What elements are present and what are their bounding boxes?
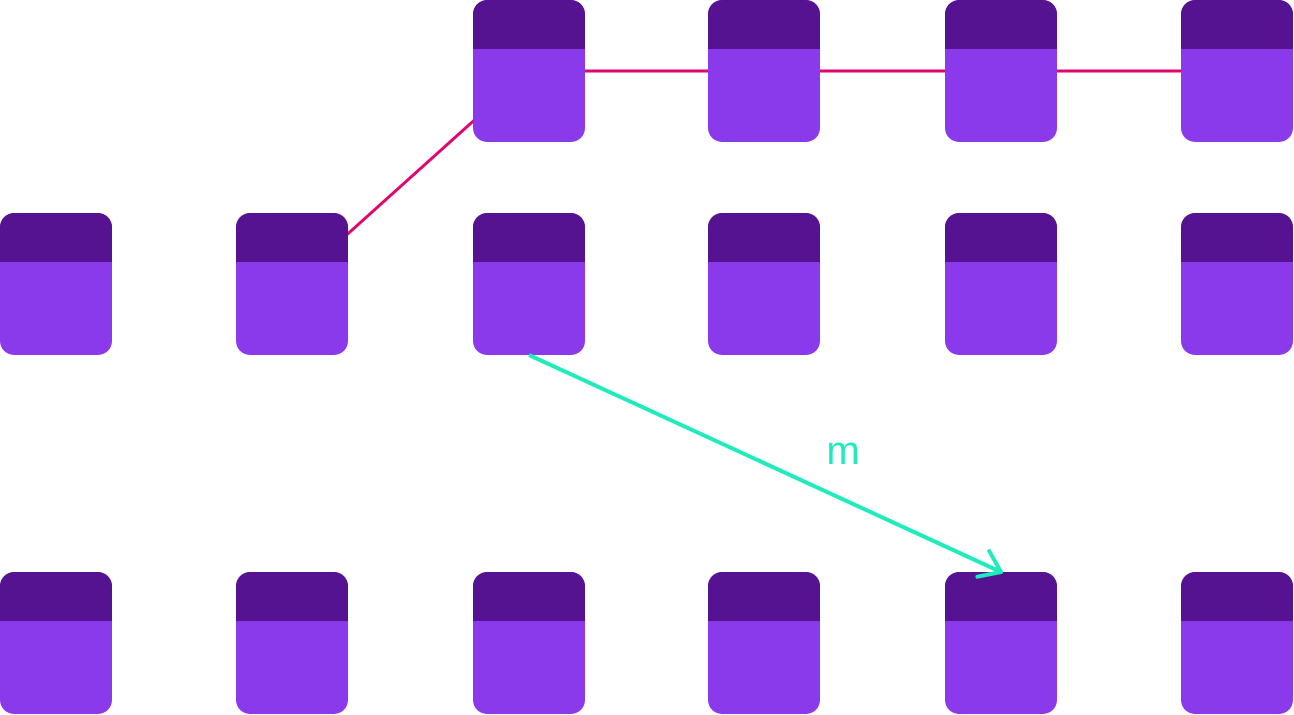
node-header (1181, 572, 1293, 621)
node-header (473, 213, 585, 262)
node-r1c5 (945, 0, 1057, 142)
node-header (236, 572, 348, 621)
node-header (708, 0, 820, 49)
node-header (708, 213, 820, 262)
node-r2c1 (0, 213, 112, 355)
arrow-head-icon (975, 549, 1003, 579)
node-r1c6 (1181, 0, 1293, 142)
node-header (1181, 213, 1293, 262)
node-r2c4 (708, 213, 820, 355)
node-r2c2 (236, 213, 348, 355)
node-r3c4 (708, 572, 820, 714)
node-r1c3 (473, 0, 585, 142)
node-header (708, 572, 820, 621)
arrow-line (528, 353, 1002, 574)
node-header (945, 572, 1057, 621)
node-header (0, 572, 112, 621)
node-header (945, 213, 1057, 262)
node-header (0, 213, 112, 262)
node-r3c3 (473, 572, 585, 714)
node-r3c5 (945, 572, 1057, 714)
node-r3c6 (1181, 572, 1293, 714)
arrow-group: m (528, 353, 1003, 579)
node-r2c5 (945, 213, 1057, 355)
node-r3c2 (236, 572, 348, 714)
node-r2c6 (1181, 213, 1293, 355)
node-header (1181, 0, 1293, 49)
node-r3c1 (0, 572, 112, 714)
node-r2c3 (473, 213, 585, 355)
node-header (236, 213, 348, 262)
node-header (945, 0, 1057, 49)
arrow-label: m (826, 429, 859, 473)
node-header (473, 572, 585, 621)
node-r1c4 (708, 0, 820, 142)
node-header (473, 0, 585, 49)
